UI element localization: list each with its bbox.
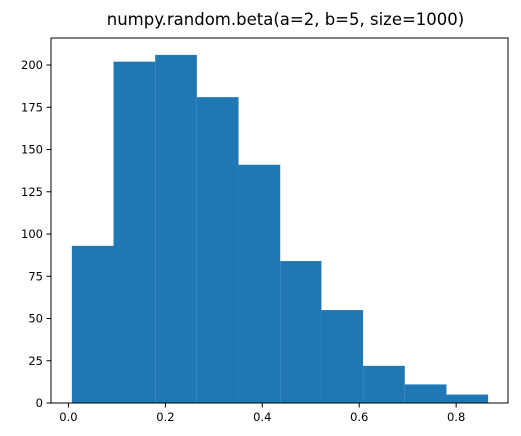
histogram-bar	[363, 366, 405, 403]
histogram-bar	[155, 55, 197, 403]
x-tick-label: 0.0	[59, 410, 77, 424]
y-tick-label: 0	[36, 396, 43, 410]
histogram-bar	[72, 246, 114, 403]
x-tick-label: 0.2	[156, 410, 174, 424]
y-tick-label: 125	[21, 185, 43, 199]
histogram-bars	[72, 55, 488, 403]
histogram-bar	[197, 97, 239, 403]
y-tick-label: 50	[28, 312, 43, 326]
y-tick-label: 175	[21, 100, 43, 114]
histogram-bar	[405, 384, 447, 403]
y-tick-label: 25	[28, 354, 43, 368]
y-tick-label: 200	[21, 58, 43, 72]
y-axis: 0 25 50 75 100 125 150 175 200	[21, 58, 51, 410]
histogram-bar	[446, 395, 488, 403]
histogram-bar	[114, 62, 156, 403]
histogram-bar	[280, 261, 321, 403]
x-tick-label: 0.8	[447, 410, 465, 424]
histogram-bar	[321, 310, 363, 403]
x-tick-label: 0.4	[253, 410, 271, 424]
y-tick-label: 75	[28, 269, 43, 283]
x-axis: 0.0 0.2 0.4 0.6 0.8	[59, 403, 465, 424]
y-tick-label: 150	[21, 143, 43, 157]
chart-title: numpy.random.beta(a=2, b=5, size=1000)	[107, 10, 464, 29]
y-tick-label: 100	[21, 227, 43, 241]
histogram-bar	[239, 165, 281, 403]
x-tick-label: 0.6	[350, 410, 368, 424]
